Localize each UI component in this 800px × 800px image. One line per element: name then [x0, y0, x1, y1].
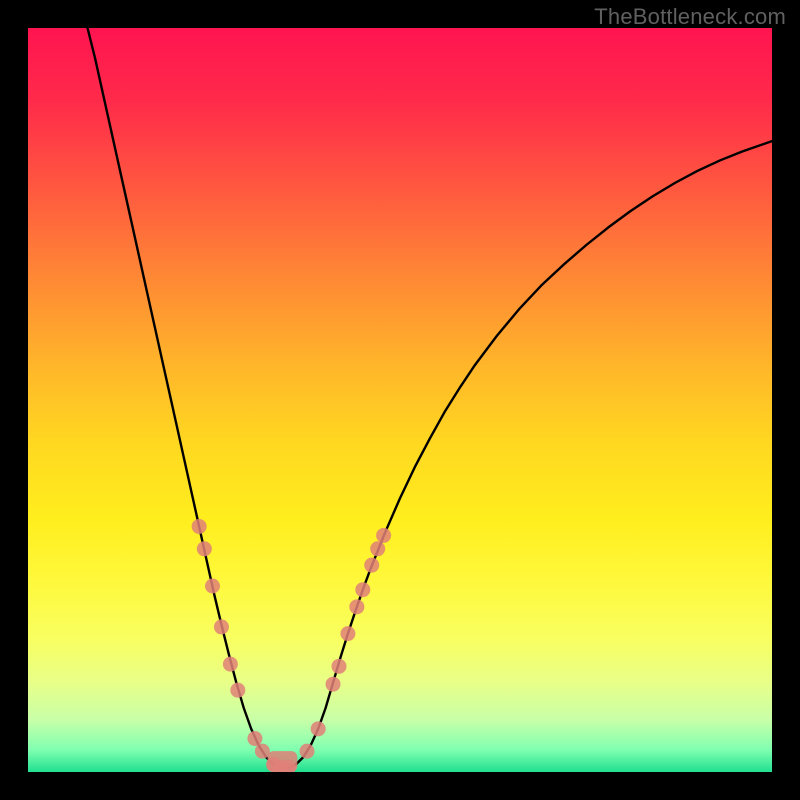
watermark-text: TheBottleneck.com	[594, 4, 786, 30]
outer-frame: TheBottleneck.com	[0, 0, 800, 800]
plot-area	[28, 28, 772, 772]
